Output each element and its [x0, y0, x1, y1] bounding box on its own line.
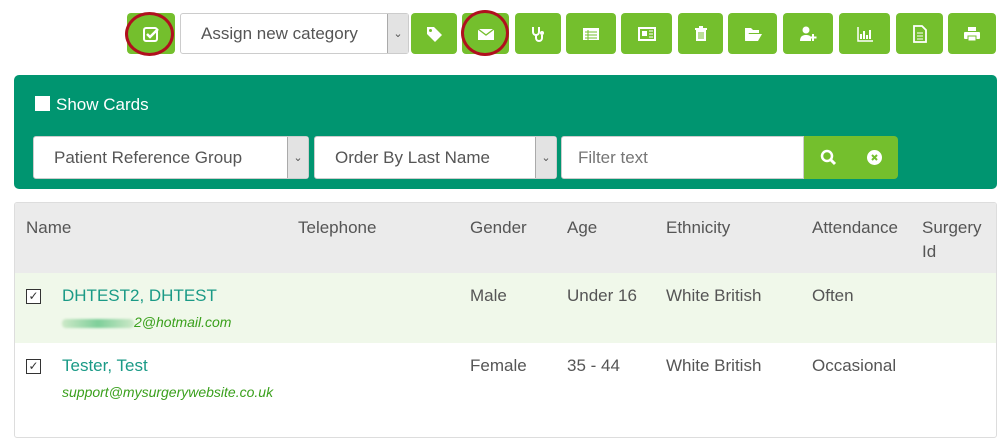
column-header-telephone[interactable]: Telephone	[298, 218, 377, 237]
search-icon[interactable]	[820, 149, 837, 166]
patient-email: support@mysurgerywebsite.co.uk	[62, 384, 274, 400]
category-select-value: Assign new category	[201, 23, 358, 43]
category-select[interactable]: Assign new category ⌄	[180, 13, 409, 54]
gender-cell: Female	[470, 356, 527, 375]
document-button[interactable]	[896, 13, 943, 54]
row-checkbox[interactable]: ✓	[26, 289, 41, 304]
add-user-button[interactable]	[783, 13, 833, 54]
group-select[interactable]: Patient Reference Group ⌄	[33, 136, 309, 179]
tag-button[interactable]	[411, 13, 457, 54]
delete-button[interactable]	[678, 13, 723, 54]
ethnicity-cell: White British	[666, 356, 762, 375]
show-cards-checkbox[interactable]	[35, 96, 50, 111]
column-header-name[interactable]: Name	[26, 218, 72, 237]
envelope-icon	[477, 27, 494, 40]
table-row[interactable]: ✓ DHTEST2, DHTEST 2@hotmail.com Male Und…	[15, 273, 996, 343]
user-plus-icon	[800, 26, 817, 41]
row-checkbox[interactable]: ✓	[26, 359, 41, 374]
table-row[interactable]: ✓ Tester, Test support@mysurgerywebsite.…	[15, 343, 996, 413]
ethnicity-cell: White British	[666, 286, 762, 305]
open-folder-button[interactable]	[728, 13, 777, 54]
check-square-icon	[143, 26, 159, 42]
select-all-button[interactable]	[127, 13, 175, 54]
trash-icon	[694, 25, 707, 41]
newspaper-button[interactable]	[621, 13, 672, 54]
column-header-surgery-id[interactable]: Surgery Id	[922, 218, 982, 261]
order-select[interactable]: Order By Last Name ⌄	[314, 136, 557, 179]
table-header: Name Telephone Gender Age Ethnicity Atte…	[15, 203, 996, 273]
group-select-value: Patient Reference Group	[54, 147, 243, 167]
column-header-ethnicity[interactable]: Ethnicity	[666, 218, 731, 237]
age-cell: 35 - 44	[567, 356, 620, 375]
print-button[interactable]	[948, 13, 996, 54]
order-select-value: Order By Last Name	[335, 147, 490, 167]
search-button-group	[804, 136, 898, 179]
chevron-down-icon: ⌄	[387, 14, 408, 53]
show-cards-label: Show Cards	[56, 95, 149, 114]
attendance-cell: Occasional	[812, 356, 897, 375]
chevron-down-icon: ⌄	[287, 137, 308, 178]
clear-icon[interactable]	[866, 149, 883, 166]
chevron-down-icon: ⌄	[535, 137, 556, 178]
print-icon	[964, 26, 980, 41]
report-button[interactable]	[839, 13, 890, 54]
email-text: 2@hotmail.com	[134, 314, 232, 330]
list-icon	[583, 27, 599, 40]
tag-icon	[427, 26, 442, 42]
list-button[interactable]	[566, 13, 616, 54]
age-cell: Under 16	[567, 286, 637, 305]
patient-table: Name Telephone Gender Age Ethnicity Atte…	[14, 202, 997, 438]
filter-panel: Show Cards Patient Reference Group ⌄ Orde…	[14, 75, 997, 189]
gender-cell: Male	[470, 286, 507, 305]
newspaper-icon	[637, 26, 656, 41]
stethoscope-button[interactable]	[515, 13, 561, 54]
patient-name[interactable]: DHTEST2, DHTEST	[62, 286, 217, 305]
bar-chart-icon	[856, 26, 873, 42]
redacted-blur	[62, 318, 134, 328]
column-header-gender[interactable]: Gender	[470, 218, 527, 237]
stethoscope-icon	[532, 26, 544, 42]
patient-email: 2@hotmail.com	[62, 314, 231, 330]
column-header-attendance[interactable]: Attendance	[812, 218, 899, 237]
document-icon	[912, 24, 927, 43]
folder-open-icon	[744, 27, 762, 41]
attendance-cell: Often	[812, 286, 854, 305]
column-header-age[interactable]: Age	[567, 218, 598, 237]
patient-name[interactable]: Tester, Test	[62, 356, 148, 375]
email-button[interactable]	[462, 13, 509, 54]
filter-text-input[interactable]	[561, 136, 804, 179]
